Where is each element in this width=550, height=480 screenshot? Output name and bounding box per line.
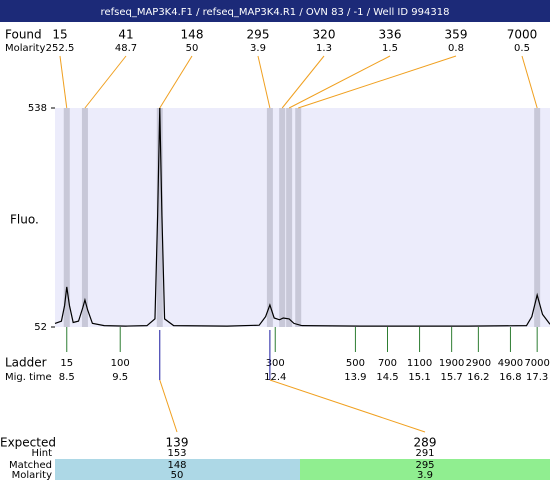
ladder-time: 17.3 [526,372,548,383]
ladder-time: 16.8 [499,372,521,383]
peak-connector [59,55,68,109]
ladder-time: 9.5 [112,372,128,383]
found-molarity: 1.3 [316,43,332,54]
found-molarity: 1.5 [382,43,398,54]
exp-molarity-label: Molarity [12,470,52,480]
found-size: 320 [313,28,336,42]
peak-connector [521,55,538,109]
matched-band [300,459,550,480]
match-connector [269,379,426,433]
expected-label: Expected [0,436,56,450]
found-size: 359 [445,28,468,42]
y-tick-label: 52 [34,322,47,333]
ladder-time: 16.2 [467,372,489,383]
found-molarity: 0.5 [514,43,530,54]
ladder-size: 15 [60,358,73,369]
peak-band [534,108,541,327]
title: refseq_MAP3K4.F1 / refseq_MAP3K4.R1 / OV… [101,7,450,18]
found-size: 7000 [507,28,538,42]
title-bar [0,0,550,22]
ladder-size: 100 [111,358,130,369]
plot-area [55,108,550,327]
found-size: 41 [118,28,133,42]
ladder-label: Ladder [5,356,47,370]
peak-band [286,108,293,327]
peak-connector [281,55,325,109]
hint-size: 291 [415,448,434,459]
found-size: 295 [247,28,270,42]
ladder-time: 15.1 [408,372,430,383]
y-axis-label: Fluo. [10,213,39,227]
ladder-time: 13.9 [344,372,366,383]
peak-band [63,108,70,327]
ladder-size: 4900 [498,358,523,369]
matched-molarity: 50 [171,470,184,480]
trace [54,107,550,327]
ladder-size: 700 [378,358,397,369]
ladder-time: 12.4 [264,372,286,383]
peak-band [279,108,286,327]
ladder-size: 500 [346,358,365,369]
ladder-time: 8.5 [59,372,75,383]
expected-size: 289 [414,436,437,450]
match-connector [159,379,178,433]
found-size: 15 [52,28,67,42]
found-molarity: 0.8 [448,43,464,54]
peak-band [156,108,163,327]
found-molarity: 3.9 [250,43,266,54]
ladder-size: 2900 [466,358,491,369]
peak-connector [84,55,127,109]
found-molarity: 48.7 [115,43,137,54]
ladder-time: 14.5 [376,372,398,383]
peak-connector [159,55,193,109]
ladder-time: 15.7 [441,372,463,383]
peak-band [295,108,302,327]
ladder-size: 1100 [407,358,432,369]
peak-band [266,108,273,327]
matched-label: Matched [9,460,52,471]
matched-molarity: 3.9 [417,470,433,480]
peak-connector [288,55,391,109]
peak-band [81,108,88,327]
peak-connector [298,55,457,109]
hint-size: 153 [167,448,186,459]
hint-label: Hint [31,448,52,459]
matched-band [55,459,300,480]
ladder-size: 300 [266,358,285,369]
found-molarity: 252.5 [46,43,75,54]
found-label: Found [5,28,42,42]
matched-size: 148 [167,460,186,471]
expected-size: 139 [166,436,189,450]
ladder-size: 7000 [524,358,549,369]
molarity-label: Molarity [5,43,45,54]
peak-connector [257,55,271,109]
found-molarity: 50 [186,43,199,54]
ladder-size: 1900 [439,358,464,369]
matched-size: 295 [415,460,434,471]
found-size: 148 [181,28,204,42]
mig-time-label: Mig. time [5,372,52,383]
found-size: 336 [379,28,402,42]
y-tick-label: 538 [28,103,47,114]
